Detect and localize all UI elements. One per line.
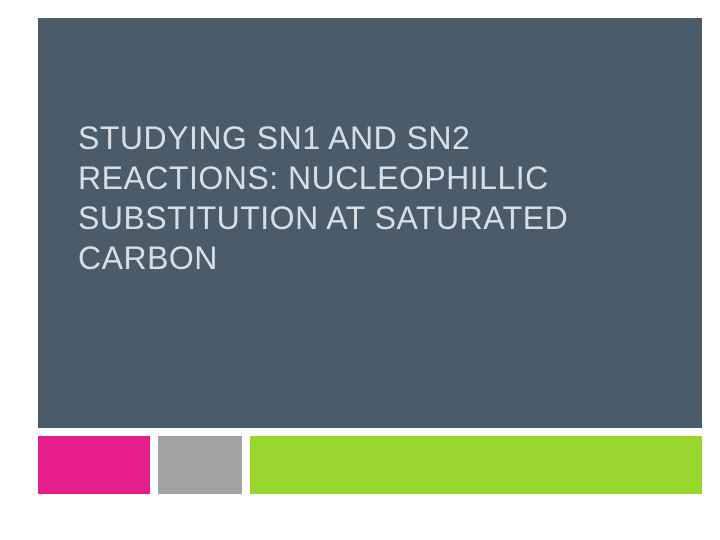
accent-bar-magenta <box>38 436 150 494</box>
accent-bar-green <box>250 436 702 494</box>
accent-bar-gray <box>158 436 242 494</box>
slide-title: STUDYING SN1 AND SN2 REACTIONS: NUCLEOPH… <box>78 118 662 278</box>
title-box: STUDYING SN1 AND SN2 REACTIONS: NUCLEOPH… <box>38 18 702 428</box>
slide: STUDYING SN1 AND SN2 REACTIONS: NUCLEOPH… <box>0 0 720 540</box>
